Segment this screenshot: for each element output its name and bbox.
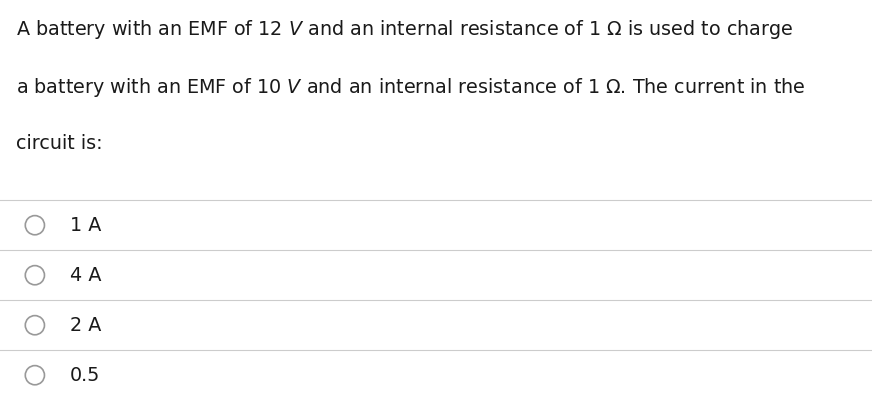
Text: 4 A: 4 A <box>70 266 101 285</box>
Text: circuit is:: circuit is: <box>16 134 102 153</box>
Text: a battery with an EMF of $\it{10\ V}$ and an internal resistance of $\it{1\ \Ome: a battery with an EMF of $\it{10\ V}$ an… <box>16 76 805 99</box>
Text: A battery with an EMF of $\it{12\ V}$ and an internal resistance of $\it{1\ \Ome: A battery with an EMF of $\it{12\ V}$ an… <box>16 18 793 41</box>
Text: 2 A: 2 A <box>70 316 101 335</box>
Text: 1 A: 1 A <box>70 216 101 235</box>
Text: 0.5: 0.5 <box>70 366 100 385</box>
